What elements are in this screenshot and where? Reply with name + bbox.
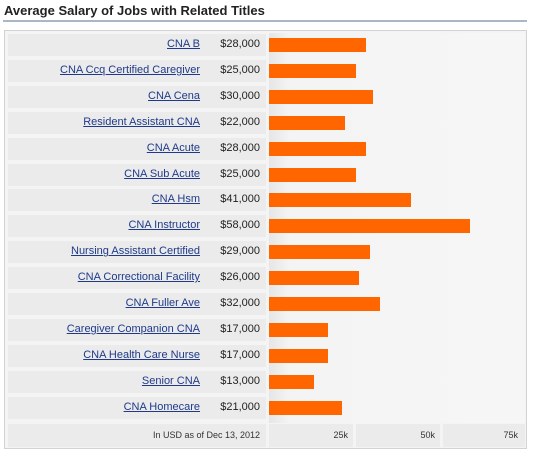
row-background xyxy=(8,344,266,367)
salary-bar xyxy=(269,297,380,311)
row-background xyxy=(8,137,266,160)
job-title-link[interactable]: CNA Sub Acute xyxy=(124,167,200,180)
footer-tick-cell-2 xyxy=(356,424,440,447)
job-title-link[interactable]: CNA B xyxy=(166,38,200,50)
row-background xyxy=(8,396,266,419)
salary-value: $30,000 xyxy=(220,89,260,102)
job-title-link[interactable]: CNA Instructor xyxy=(128,219,200,232)
salary-value: $28,000 xyxy=(220,141,260,154)
job-title-link[interactable]: CNA Health Care Nurse xyxy=(83,348,200,361)
salary-bar xyxy=(269,141,366,156)
row-background xyxy=(8,293,266,315)
salary-bar xyxy=(269,167,356,182)
salary-bar xyxy=(269,38,366,52)
footer-tick-cell-3 xyxy=(443,424,525,447)
salary-bar xyxy=(269,219,470,234)
job-title-link[interactable]: Resident Assistant CNA xyxy=(83,115,200,128)
salary-bar xyxy=(269,115,345,130)
salary-bar xyxy=(269,89,373,104)
job-title-link[interactable]: CNA Cena xyxy=(148,89,200,102)
job-title-link[interactable]: CNA Fuller Ave xyxy=(125,297,200,309)
x-tick-label: 50k xyxy=(420,430,435,440)
salary-bar xyxy=(269,400,342,415)
job-title-link[interactable]: CNA Hsm xyxy=(151,193,200,206)
salary-bar xyxy=(269,271,359,286)
salary-value: $58,000 xyxy=(220,219,260,232)
salary-value: $13,000 xyxy=(220,374,260,387)
row-background xyxy=(8,34,266,56)
row-background xyxy=(8,163,266,186)
row-background xyxy=(8,189,266,212)
job-title-link[interactable]: Nursing Assistant Certified xyxy=(71,245,200,258)
row-background xyxy=(8,370,266,393)
salary-value: $25,000 xyxy=(220,63,260,76)
row-background xyxy=(8,85,266,108)
job-title-link[interactable]: CNA Ccq Certified Caregiver xyxy=(60,63,200,76)
chart-footnote: In USD as of Dec 13, 2012 xyxy=(152,430,260,440)
salary-bar xyxy=(269,374,314,389)
row-background xyxy=(8,267,266,290)
salary-value: $32,000 xyxy=(220,297,260,309)
job-title-link[interactable]: CNA Homecare xyxy=(123,400,200,413)
salary-bar xyxy=(269,193,411,208)
salary-value: $28,000 xyxy=(220,38,260,50)
footer-note-cell xyxy=(8,424,266,447)
salary-bar xyxy=(269,63,356,78)
salary-bar xyxy=(269,348,328,363)
salary-value: $41,000 xyxy=(220,193,260,206)
salary-value: $21,000 xyxy=(220,400,260,413)
row-background xyxy=(8,59,266,82)
salary-value: $22,000 xyxy=(220,115,260,128)
salary-value: $17,000 xyxy=(220,348,260,361)
job-title-link[interactable]: CNA Correctional Facility xyxy=(77,271,200,284)
job-title-link[interactable]: Caregiver Companion CNA xyxy=(66,322,200,335)
row-background xyxy=(8,318,266,341)
job-title-link[interactable]: CNA Acute xyxy=(146,141,200,154)
chart-title: Average Salary of Jobs with Related Titl… xyxy=(4,3,265,18)
row-background xyxy=(8,241,266,264)
salary-bar xyxy=(269,245,370,260)
footer-tick-cell-1 xyxy=(269,424,353,447)
title-divider xyxy=(3,20,527,22)
row-background xyxy=(8,111,266,134)
salary-value: $25,000 xyxy=(220,167,260,180)
row-background xyxy=(8,215,266,238)
job-title-link[interactable]: Senior CNA xyxy=(141,374,200,387)
salary-value: $26,000 xyxy=(220,271,260,284)
salary-bar xyxy=(269,322,328,337)
salary-value: $17,000 xyxy=(220,322,260,335)
salary-value: $29,000 xyxy=(220,245,260,258)
x-tick-label: 25k xyxy=(333,430,348,440)
x-tick-label: 75k xyxy=(503,430,518,440)
